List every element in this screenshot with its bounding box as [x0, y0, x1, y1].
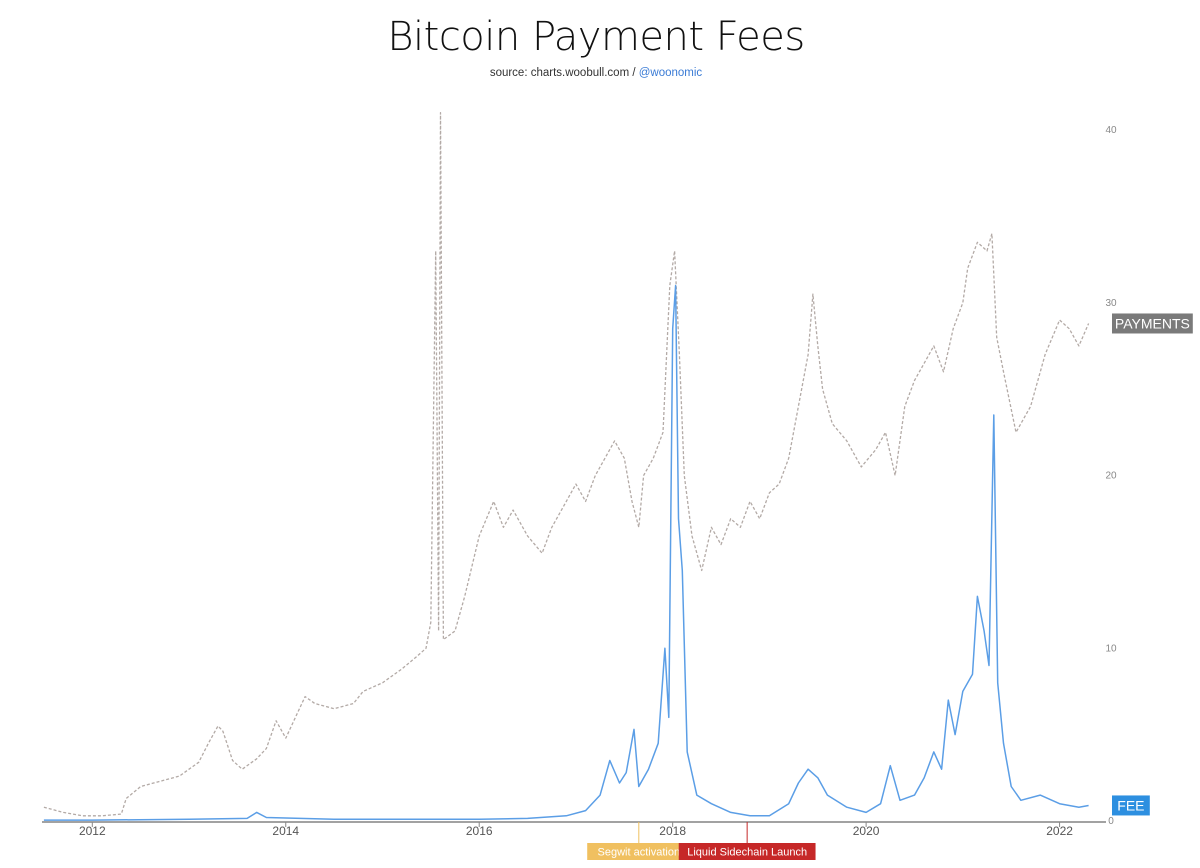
y-tick-label: 20: [1105, 471, 1117, 482]
x-tick-label: 2016: [466, 824, 493, 838]
end-label-bg-fee: [1112, 795, 1150, 816]
y-tick-label: 40: [1105, 125, 1117, 136]
chart-title: Bitcoin Payment Fees: [387, 14, 805, 60]
series-line-payments: [43, 112, 1090, 817]
x-axis-ticks: 2012 2014 2016 2018 2020 2022: [79, 822, 1073, 838]
series-line-fee: [43, 284, 1089, 821]
event-label: Segwit activation: [598, 847, 681, 859]
y-tick-label: 0: [1108, 816, 1114, 827]
event-label-bg: [678, 843, 816, 860]
chart-source: source: charts.woobull.com / @woonomic: [0, 67, 1192, 79]
source-text: source: charts.woobull.com /: [489, 67, 639, 79]
y-axis-ticks: 0 10 20 30 40: [1105, 125, 1117, 827]
end-label-bg-payments: [1112, 313, 1193, 334]
x-tick-label: 2018: [659, 824, 686, 838]
event-label: Liquid Sidechain Launch: [687, 847, 807, 859]
source-handle-link[interactable]: @woonomic: [638, 67, 703, 79]
x-tick-label: 2014: [272, 824, 299, 838]
y-tick-label: 30: [1105, 298, 1117, 309]
end-label-fee: FEE: [1117, 797, 1144, 813]
event-label-bg: [587, 843, 691, 860]
series-end-labels: PAYMENTS FEE: [1112, 313, 1193, 816]
x-tick-label: 2012: [79, 824, 106, 838]
event-markers: Segwit activation Liquid Sidechain Launch: [587, 822, 816, 860]
payments-series: [43, 112, 1090, 817]
x-tick-label: 2022: [1046, 824, 1073, 838]
x-tick-label: 2020: [853, 824, 880, 838]
y-tick-label: 10: [1105, 643, 1117, 654]
end-label-payments: PAYMENTS: [1115, 315, 1190, 331]
fee-series: [43, 284, 1089, 821]
